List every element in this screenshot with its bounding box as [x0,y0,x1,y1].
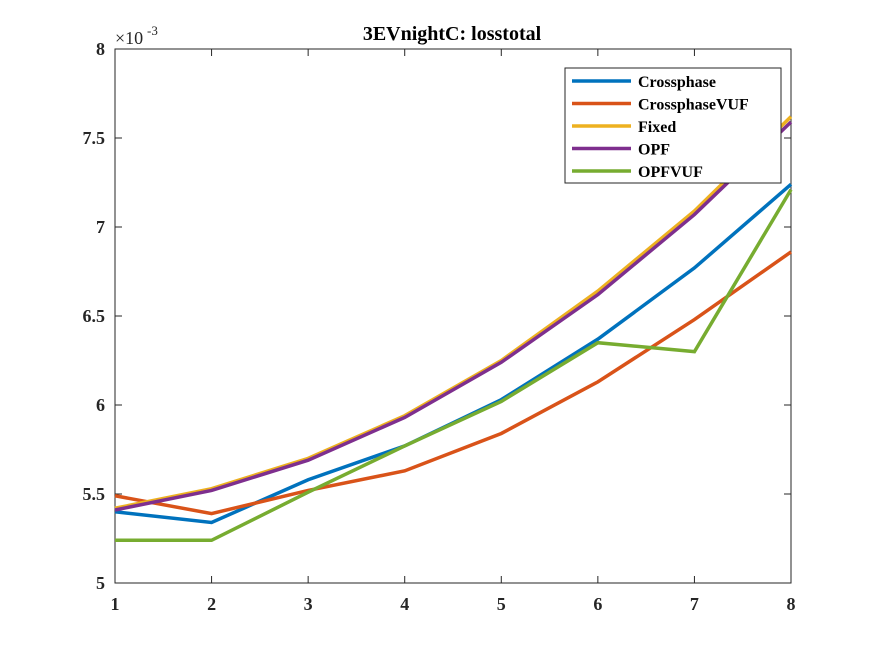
x-tick-label: 3 [304,594,313,614]
y-tick-label: 5 [96,573,105,593]
x-tick-label: 5 [497,594,506,614]
y-tick-label: 7.5 [83,128,106,148]
legend-label: OPF [638,142,670,159]
x-tick-label: 2 [207,594,216,614]
series-line-opf [114,120,793,512]
series-group [114,115,793,543]
legend-label: OPFVUF [638,164,703,181]
y-tick-label: 7 [96,217,105,237]
axes: 1 2 3 4 5 6 7 8 5 5.5 6 6.5 7 7.5 8 [83,39,796,614]
y-exponent: ×10 -3 [115,23,158,48]
y-tick-label: 5.5 [83,484,106,504]
y-tick-label: 6.5 [83,306,106,326]
y-exponent-power: -3 [147,23,158,38]
x-tick-label: 8 [787,594,796,614]
chart-title: 3EVnightC: losstotal [363,23,542,45]
y-tick-label: 8 [96,39,105,59]
series-line-crossphasevuf [114,250,793,516]
legend-label: Fixed [638,119,676,136]
x-tick-label: 1 [111,594,120,614]
x-tick-label: 4 [400,594,409,614]
legend-item: CrossphaseVUF [572,97,749,114]
x-tick-label: 7 [690,594,699,614]
legend-label: CrossphaseVUF [638,97,749,114]
legend-item: Crossphase [572,74,716,91]
legend-item: Fixed [572,119,676,136]
legend-item: OPF [572,142,670,159]
legend: Crossphase CrossphaseVUF Fixed OPF OPFVUF [564,67,782,184]
y-exponent-base: ×10 [115,28,143,48]
y-tick-label: 6 [96,395,105,415]
x-tick-label: 6 [593,594,602,614]
series-line-opfvuf [115,188,793,543]
legend-label: Crossphase [638,74,716,91]
legend-item: OPFVUF [572,164,703,181]
